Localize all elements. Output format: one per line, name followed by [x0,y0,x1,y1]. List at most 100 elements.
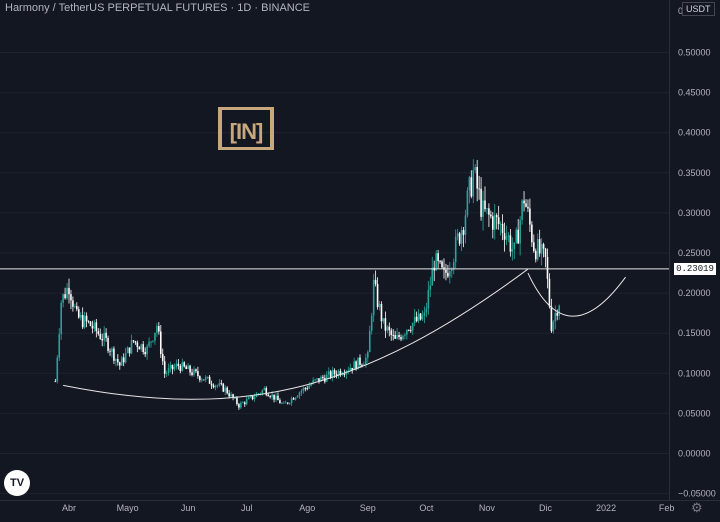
y-tick-label: 0.40000 [678,128,711,138]
candle-body [179,365,182,371]
candle-body [533,242,535,252]
candle-body [322,376,324,379]
candle-body [226,387,228,394]
candle-body [474,167,477,171]
candle-body [546,257,549,279]
candle-body [409,330,412,331]
y-tick-label: −0.05000 [678,489,716,499]
x-tick-label: Jun [181,503,196,513]
candle-body [460,230,463,244]
candle-body [136,342,139,348]
y-tick-label: 0.50000 [678,48,711,58]
candle-body [158,326,160,332]
x-tick-label: Dic [539,503,552,513]
candle-body [542,244,545,249]
candle-body [91,325,94,329]
candle-body [195,369,197,372]
candle-body [449,271,451,277]
candle-body [228,393,230,397]
candle-body [413,316,416,324]
candle-body [101,338,104,341]
candle-body [548,278,551,307]
candle-body [359,357,361,365]
candle-body [509,235,512,252]
candle-body [279,400,281,404]
candle-body [525,203,527,207]
candle-body [185,366,187,370]
candle-body [308,385,311,389]
candle-body [384,318,387,331]
candle-body [505,236,508,240]
candle-body [431,267,434,286]
candle-body [210,383,213,386]
candle-body [273,394,275,400]
candle-body [236,397,238,405]
candle-body [134,341,137,343]
candle-body [382,318,385,322]
candle-body [310,384,312,386]
candle-body [87,321,90,323]
candle-body [452,262,455,270]
candle-body [191,372,193,375]
candle-body [515,229,518,243]
candle-body [468,177,471,191]
candle-body [316,378,318,380]
candle-body [447,272,449,277]
candle-body [242,402,244,404]
y-tick-label: 0.05000 [678,408,711,418]
candle-body [298,392,301,397]
candle-body [249,395,252,398]
candle-body [396,334,398,339]
candle-body [247,397,250,400]
candle-body [527,206,529,209]
x-tick-label: Sep [360,503,376,513]
candle-body [327,371,330,375]
candle-body [283,402,285,404]
chart-title: Harmony / TetherUS PERPETUAL FUTURES · 1… [5,2,311,14]
unit-badge[interactable]: USDT [682,2,715,16]
candle-body [318,378,320,382]
candle-body [175,363,178,368]
candle-body [187,365,189,370]
candle-body [534,251,537,260]
y-tick-label: 0.20000 [678,288,711,298]
candle-body [472,170,475,197]
candle-body [493,215,496,230]
candle-body [269,396,271,398]
candle-body [536,239,539,260]
candle-body [199,376,201,381]
candle-body [523,200,525,204]
candle-body [361,364,363,366]
candle-body [394,335,396,339]
candle-body [72,300,74,307]
y-tick-label: 0.10000 [678,368,711,378]
candle-body [220,383,223,385]
x-tick-label: Abr [62,503,76,513]
candle-body [513,242,516,249]
candle-body [445,269,447,273]
gear-icon[interactable]: ⚙ [691,500,703,515]
candle-body [386,326,389,331]
candle-body [107,337,109,351]
y-tick-label: 0.25000 [678,248,711,258]
candle-body [376,284,379,308]
candle-body [329,371,332,378]
candle-body [140,344,143,350]
candle-body [388,326,391,331]
candle-body [408,329,410,331]
candle-body [222,383,225,392]
candle-body [490,214,492,217]
candle-body [325,374,328,382]
candle-body [343,374,346,375]
candle-body [97,331,100,334]
candle-body [374,279,377,285]
tradingview-logo[interactable]: TV [4,470,30,496]
candle-body [177,363,180,366]
candle-body [144,351,146,355]
candle-body [70,294,72,301]
candle-body [499,223,502,225]
candle-body [76,306,78,310]
candle-body [79,315,82,318]
candle-body [370,315,373,331]
